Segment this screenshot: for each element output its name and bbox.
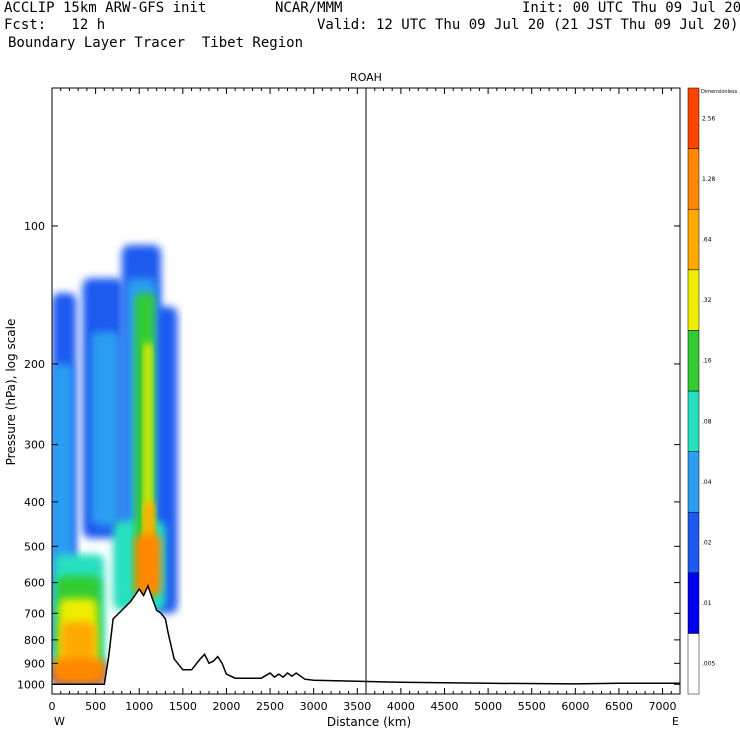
colorbar-level-label: .04 xyxy=(702,479,712,486)
x-tick-label: 1500 xyxy=(169,700,197,713)
x-tick-label: 6000 xyxy=(561,700,589,713)
y-tick-label: 1000 xyxy=(17,678,45,691)
header-field-name: Boundary Layer Tracer Tibet Region xyxy=(8,35,304,51)
colorbar-level-label: .005 xyxy=(702,661,716,668)
x-tick-label: 7000 xyxy=(649,700,677,713)
colorbar-swatch xyxy=(687,330,700,392)
colorbar-level-label: 2.56 xyxy=(702,115,716,122)
x-tick-label: 6500 xyxy=(605,700,633,713)
y-tick-label: 800 xyxy=(24,634,45,647)
x-tick-label: 3000 xyxy=(300,700,328,713)
y-tick-label: 400 xyxy=(24,496,45,509)
colorbar-level-label: .16 xyxy=(702,358,712,365)
colorbar-unit-label: Dimensionless xyxy=(701,89,738,95)
x-tick-label: 5000 xyxy=(474,700,502,713)
header-valid-time: Valid: 12 UTC Thu 09 Jul 20 (21 JST Thu … xyxy=(317,17,739,33)
colorbar-swatch xyxy=(687,269,700,331)
colorbar-swatch xyxy=(687,208,700,271)
y-tick-label: 700 xyxy=(24,607,45,620)
x-tick-label: 4000 xyxy=(387,700,415,713)
x-tick-label: 0 xyxy=(49,700,56,713)
x-axis: 0 500 1000 1500 2000 2500 3000 3500 4000 4500 5000… xyxy=(49,88,677,713)
x-tick-label: 2000 xyxy=(212,700,240,713)
terrain-fill xyxy=(52,585,680,694)
colorbar-level-label: 1.28 xyxy=(702,176,716,183)
colorbar-swatch xyxy=(687,511,700,574)
tracer-field xyxy=(52,244,680,694)
y-tick-label: 500 xyxy=(24,540,45,553)
header-institution: NCAR/MMM xyxy=(275,0,343,16)
x-axis-east-label: E xyxy=(672,715,679,728)
header-forecast-hour: Fcst: 12 h xyxy=(4,17,106,33)
colorbar-level-label: .64 xyxy=(702,237,712,244)
colorbar-swatch xyxy=(687,633,700,695)
colorbar-swatch xyxy=(687,390,700,452)
header-model-title: ACCLIP 15km ARW-GFS init xyxy=(4,0,207,16)
colorbar-level-label: .02 xyxy=(702,540,712,547)
colorbar-level-label: .01 xyxy=(702,600,712,607)
colorbar: .005 .01 .02 .04 .08 .16 .32 .64 1.28 2.56 Dimensi… xyxy=(687,87,738,695)
y-tick-label: 200 xyxy=(24,358,45,371)
tracer-region xyxy=(134,534,162,596)
x-tick-label: 500 xyxy=(85,700,106,713)
colorbar-swatch xyxy=(687,451,700,513)
terrain-line xyxy=(52,583,680,686)
x-tick-label: 2500 xyxy=(256,700,284,713)
tracer-region xyxy=(52,658,107,685)
y-tick-label: 100 xyxy=(24,220,45,233)
y-axis-label: Pressure (hPa), log scale xyxy=(4,319,18,466)
colorbar-swatch xyxy=(687,87,700,149)
chart-title: ROAH xyxy=(350,71,382,84)
tracer-region xyxy=(91,331,121,526)
colorbar-level-label: .08 xyxy=(702,418,712,425)
x-tick-label: 1000 xyxy=(125,700,153,713)
y-tick-label: 600 xyxy=(24,577,45,590)
y-axis: 100 200 300 400 500 600 700 800 900 1000 xyxy=(17,220,680,691)
x-tick-label: 3500 xyxy=(343,700,371,713)
colorbar-swatch xyxy=(687,148,700,210)
x-tick-label: 4500 xyxy=(431,700,459,713)
x-axis-west-label: W xyxy=(54,715,65,728)
x-tick-label: 5500 xyxy=(518,700,546,713)
x-axis-label: Distance (km) xyxy=(327,715,411,729)
header-init-time: Init: 00 UTC Thu 09 Jul 20 xyxy=(522,0,740,16)
colorbar-swatch xyxy=(687,572,700,634)
y-tick-label: 300 xyxy=(24,439,45,452)
colorbar-level-label: .32 xyxy=(702,297,712,304)
y-tick-label: 900 xyxy=(24,657,45,670)
